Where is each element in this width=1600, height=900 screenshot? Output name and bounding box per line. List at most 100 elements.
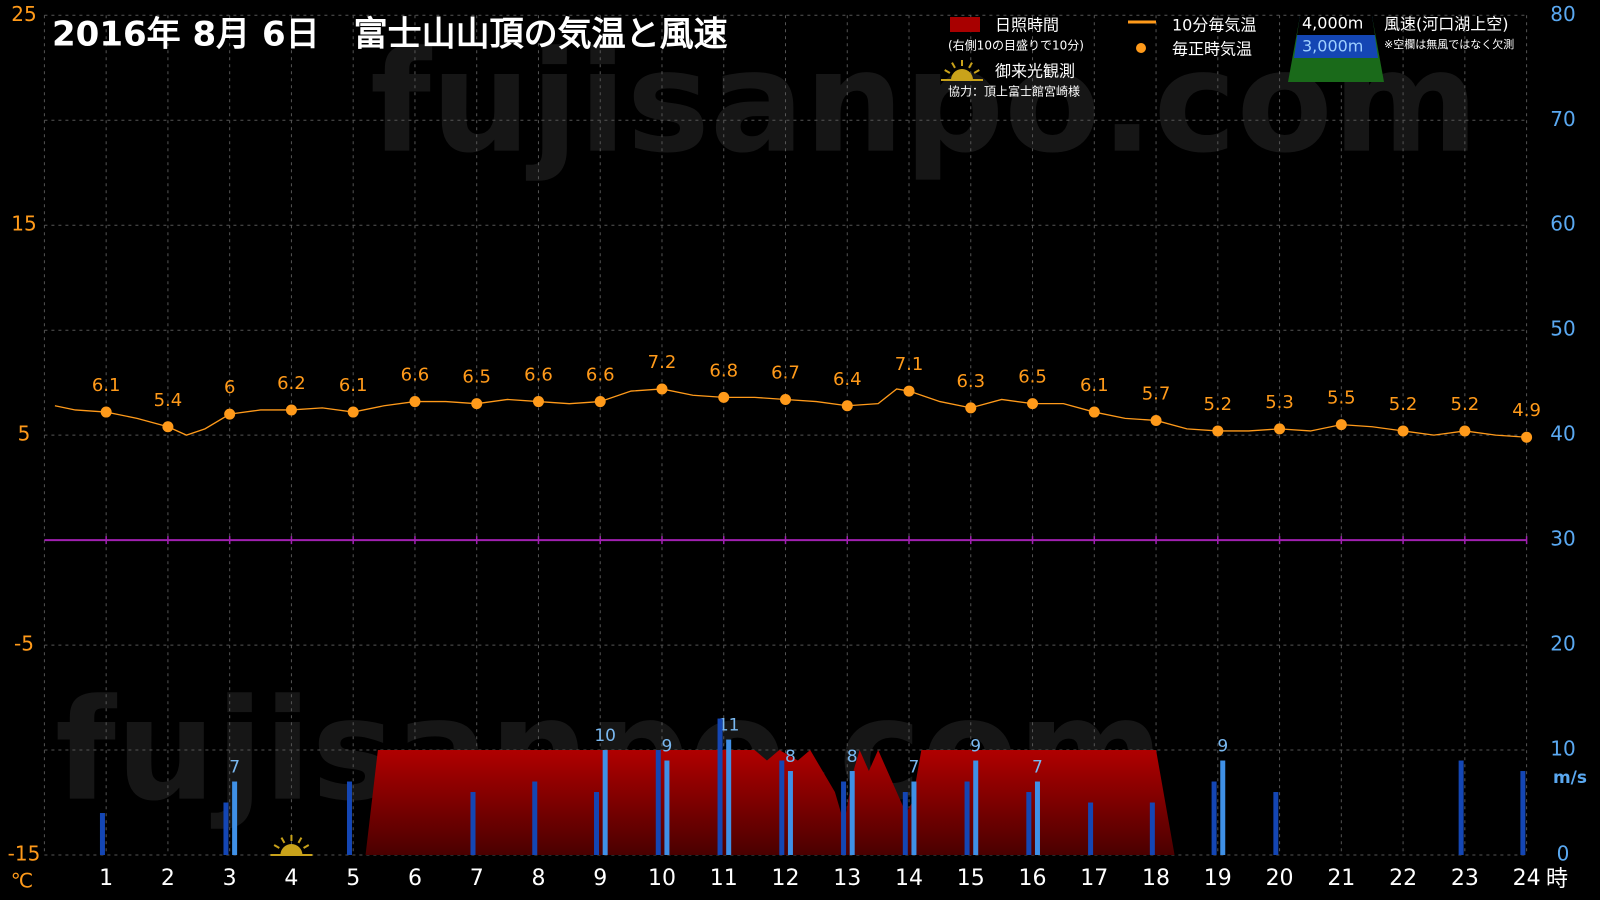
- temperature-point: [1027, 398, 1039, 410]
- wind-bar: [849, 771, 855, 855]
- temperature-point: [471, 398, 483, 410]
- sun-icon: [941, 60, 983, 81]
- temperature-point: [903, 385, 915, 397]
- y-tick-label: -15: [8, 842, 41, 866]
- data-label: 5.2: [1203, 394, 1232, 415]
- wind-bar: [346, 781, 352, 855]
- wind-bar: [1149, 802, 1155, 855]
- temperature-point: [594, 396, 606, 408]
- data-label: 9: [1217, 737, 1228, 757]
- temperature-point: [347, 406, 359, 418]
- legend-swatch: [1136, 43, 1146, 53]
- sun-disk: [951, 69, 973, 80]
- x-tick-label: 17: [1080, 866, 1108, 891]
- wind-bar: [532, 781, 538, 855]
- wind-bar: [223, 802, 229, 855]
- wind-bar: [470, 792, 476, 855]
- x-tick-label: 2: [161, 866, 175, 891]
- wind-bar: [594, 792, 600, 855]
- data-label: 6.6: [524, 365, 553, 386]
- legend-label: 毎正時気温: [1172, 40, 1252, 59]
- watermark: fujisanpo.com: [370, 22, 1479, 185]
- temperature-point: [532, 396, 544, 408]
- x-tick-label: 11: [710, 866, 738, 891]
- wind-bar: [602, 750, 608, 855]
- x-tick-label: 21: [1327, 866, 1355, 891]
- data-label: 6.1: [1080, 375, 1109, 396]
- x-tick-label: 23: [1451, 866, 1479, 891]
- sun-ray: [968, 62, 973, 69]
- x-tick-label: 13: [833, 866, 861, 891]
- y2-tick-label: 70: [1550, 107, 1575, 131]
- data-label: 5.5: [1327, 388, 1356, 409]
- temperature-point: [285, 404, 297, 416]
- x-tick-label: 7: [470, 866, 484, 891]
- wind-bar: [664, 760, 670, 855]
- wind-bar: [232, 781, 238, 855]
- temperature-point: [1521, 431, 1533, 443]
- temperature-point: [1150, 414, 1162, 426]
- data-label: 8: [785, 747, 796, 767]
- data-label: 9: [662, 737, 673, 757]
- wind-bar: [1273, 792, 1279, 855]
- temperature-point: [841, 400, 853, 412]
- wind-bar: [717, 718, 723, 855]
- data-label: 5.2: [1451, 394, 1480, 415]
- x-tick-label: 9: [593, 866, 607, 891]
- data-label: 6.3: [956, 371, 985, 392]
- sun-disk: [280, 844, 303, 855]
- data-label: 11: [718, 716, 740, 736]
- y-tick-label: 5: [18, 422, 31, 446]
- plot-area: [43, 14, 1528, 856]
- temperature-point: [224, 408, 236, 420]
- wind-bar: [911, 781, 917, 855]
- sun-ray: [303, 844, 310, 849]
- data-label: 5.4: [154, 390, 183, 411]
- x-tick-label: 16: [1019, 866, 1047, 891]
- wind-bar: [841, 781, 847, 855]
- x-tick-label: 24: [1513, 866, 1541, 891]
- temperature-point: [409, 396, 421, 408]
- temperature-point: [1397, 425, 1409, 437]
- temperature-point: [780, 393, 791, 405]
- x-tick-label: 6: [408, 866, 422, 891]
- chart-title: 2016年 8月 6日 富士山山頂の気温と風速: [52, 15, 728, 55]
- legend-swatch: [950, 17, 980, 32]
- wind-bar: [787, 771, 793, 855]
- data-label: 6: [224, 377, 235, 398]
- data-label: 6.1: [339, 375, 368, 396]
- y2-tick-label: 10: [1550, 737, 1575, 761]
- x-tick-label: 22: [1389, 866, 1417, 891]
- data-label: 10: [594, 726, 616, 746]
- x-tick-label: 19: [1204, 866, 1232, 891]
- x-tick-label: 18: [1142, 866, 1170, 891]
- sun-ray: [973, 69, 980, 74]
- temperature-point: [1335, 419, 1347, 431]
- x-tick-label: 10: [648, 866, 676, 891]
- y2-tick-label: 50: [1550, 317, 1575, 341]
- data-label: 6.4: [833, 369, 862, 390]
- x-axis-label: 時: [1546, 867, 1568, 892]
- wind-bar: [1034, 781, 1040, 855]
- y2-tick-label: 30: [1550, 527, 1575, 551]
- temperature-point: [100, 406, 112, 418]
- wind-bar: [655, 750, 661, 855]
- sun-ray: [297, 837, 303, 844]
- y2-tick-label: 80: [1550, 2, 1575, 26]
- data-label: 6.2: [277, 373, 306, 394]
- y-tick-label: 25: [11, 2, 36, 26]
- wind-bar: [902, 792, 908, 855]
- temperature-point: [1088, 406, 1100, 418]
- x-tick-label: 12: [772, 866, 800, 891]
- data-label: 7: [1032, 758, 1043, 778]
- x-tick-label: 1: [99, 866, 113, 891]
- y2-tick-label: 0: [1557, 842, 1570, 866]
- sun-ray: [273, 844, 280, 849]
- legend-label: 10分毎気温: [1172, 16, 1256, 35]
- data-label: 4.9: [1512, 400, 1541, 421]
- wind-bar: [1520, 771, 1526, 855]
- wind-bar: [964, 781, 970, 855]
- x-tick-label: 5: [346, 866, 360, 891]
